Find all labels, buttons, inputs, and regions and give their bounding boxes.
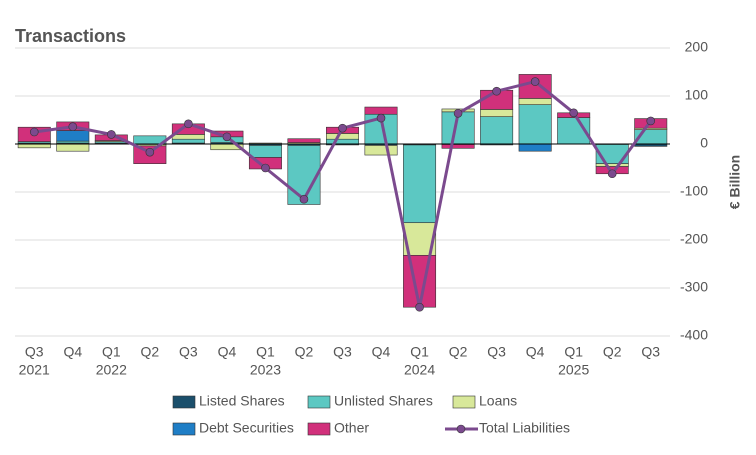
legend-label: Total Liabilities <box>479 420 570 436</box>
bar-segment <box>57 144 89 151</box>
bar-segment <box>480 117 512 144</box>
x-tick-label: Q4 <box>218 344 237 360</box>
bar-segment <box>18 144 50 148</box>
line-marker <box>339 124 347 132</box>
x-year-label: 2023 <box>250 362 281 378</box>
line-marker <box>608 170 616 178</box>
bar-segment <box>480 109 512 116</box>
line-marker <box>531 78 539 86</box>
line-marker <box>184 120 192 128</box>
bar-segment <box>172 134 204 139</box>
line-marker <box>300 195 308 203</box>
x-year-label: 2024 <box>404 362 435 378</box>
bar-segment <box>57 131 89 142</box>
y-tick-label: -200 <box>680 231 708 247</box>
bar-segment <box>326 133 358 139</box>
x-tick-label: Q4 <box>372 344 391 360</box>
y-tick-label: -300 <box>680 279 708 295</box>
y-tick-label: -400 <box>680 327 708 343</box>
legend-label: Other <box>334 420 369 436</box>
bar-segment <box>172 139 204 143</box>
x-tick-label: Q2 <box>295 344 314 360</box>
x-tick-label: Q3 <box>641 344 660 360</box>
line-marker <box>30 128 38 136</box>
line-marker <box>416 303 424 311</box>
x-tick-label: Q3 <box>179 344 198 360</box>
bar-segment <box>442 144 474 148</box>
line-marker <box>570 109 578 117</box>
y-tick-label: 200 <box>685 39 709 55</box>
x-tick-label: Q1 <box>102 344 121 360</box>
y-tick-label: -100 <box>680 183 708 199</box>
bar-segment <box>403 255 435 307</box>
legend-label: Unlisted Shares <box>334 393 433 409</box>
x-tick-label: Q1 <box>410 344 429 360</box>
line-marker <box>377 114 385 122</box>
legend-swatch <box>457 425 465 433</box>
legend-swatch <box>173 396 195 408</box>
line-marker <box>146 148 154 156</box>
x-tick-label: Q1 <box>564 344 583 360</box>
bar-segment <box>365 145 397 155</box>
line-marker <box>454 109 462 117</box>
line-marker <box>107 130 115 138</box>
bar-segment <box>596 164 628 167</box>
bar-segment <box>519 98 551 104</box>
legend-swatch <box>173 423 195 435</box>
bar-segment <box>249 145 281 157</box>
legend-label: Loans <box>479 393 517 409</box>
legend-label: Listed Shares <box>199 393 285 409</box>
x-tick-label: Q3 <box>333 344 352 360</box>
legend-swatch <box>308 396 330 408</box>
line-marker <box>69 123 77 131</box>
bar-segment <box>326 139 358 144</box>
bar-segment <box>519 144 551 151</box>
legend-swatch <box>308 423 330 435</box>
line-marker <box>223 133 231 141</box>
x-tick-label: Q4 <box>526 344 545 360</box>
x-tick-label: Q1 <box>256 344 275 360</box>
bar-segment <box>519 105 551 144</box>
bar-segment <box>288 139 320 143</box>
y-axis-label: € Billion <box>727 155 743 209</box>
x-tick-label: Q4 <box>63 344 82 360</box>
x-year-label: 2021 <box>19 362 50 378</box>
x-tick-label: Q3 <box>487 344 506 360</box>
line-marker <box>493 87 501 95</box>
bar-segment <box>365 107 397 114</box>
x-tick-label: Q2 <box>449 344 468 360</box>
legend-label: Debt Securities <box>199 420 294 436</box>
x-tick-label: Q3 <box>25 344 44 360</box>
line-marker <box>261 164 269 172</box>
x-tick-label: Q2 <box>603 344 622 360</box>
x-year-label: 2025 <box>558 362 589 378</box>
bar-segment <box>403 145 435 223</box>
line-marker <box>647 117 655 125</box>
y-tick-label: 0 <box>700 135 708 151</box>
legend-swatch <box>453 396 475 408</box>
x-tick-label: Q2 <box>141 344 160 360</box>
y-tick-label: 100 <box>685 87 709 103</box>
chart-title: Transactions <box>15 26 126 46</box>
x-year-label: 2022 <box>96 362 127 378</box>
